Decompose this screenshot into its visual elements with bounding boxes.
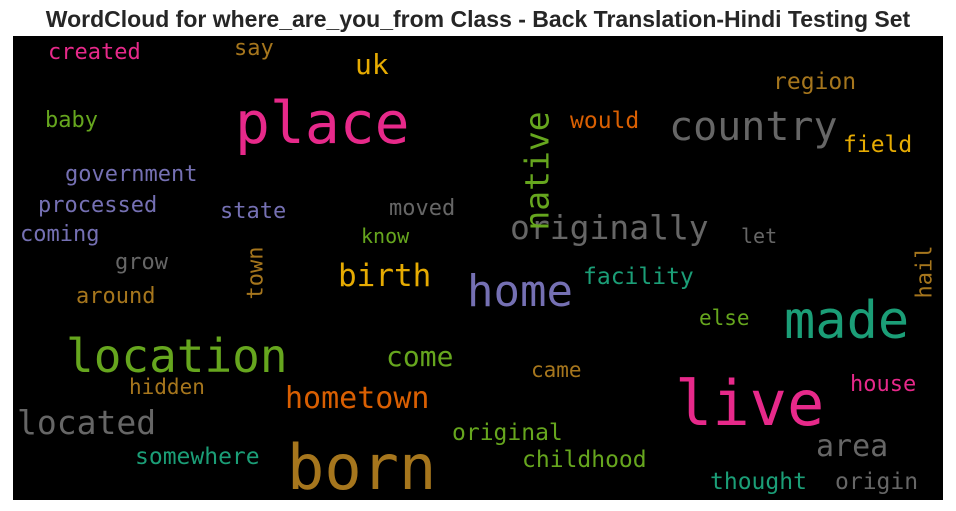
word-moved: moved xyxy=(389,196,455,221)
word-state: state xyxy=(220,199,286,224)
word-around: around xyxy=(76,284,155,309)
word-located: located xyxy=(17,403,156,442)
word-region: region xyxy=(773,69,856,95)
word-government: government xyxy=(65,162,197,187)
word-uk: uk xyxy=(355,48,389,81)
word-facility: facility xyxy=(583,264,694,290)
word-birth: birth xyxy=(338,258,431,294)
word-processed: processed xyxy=(38,193,157,218)
word-born: born xyxy=(287,431,436,500)
word-origin: origin xyxy=(835,469,918,495)
word-know: know xyxy=(361,224,410,248)
word-made: made xyxy=(784,291,909,351)
word-let: let xyxy=(741,224,777,248)
word-created: created xyxy=(48,40,141,65)
word-somewhere: somewhere xyxy=(135,444,260,470)
chart-title: WordCloud for where_are_you_from Class -… xyxy=(45,6,911,32)
word-come: come xyxy=(386,340,453,373)
word-country: country xyxy=(669,104,838,150)
word-hometown: hometown xyxy=(285,381,430,416)
word-area: area xyxy=(816,429,888,464)
word-field: field xyxy=(843,132,912,158)
word-originally: originally xyxy=(510,208,709,247)
word-hail: hail xyxy=(913,246,938,299)
word-childhood: childhood xyxy=(522,447,647,473)
word-say: say xyxy=(234,36,274,61)
cloud-background xyxy=(13,36,943,500)
word-hidden: hidden xyxy=(129,375,205,399)
word-home: home xyxy=(467,266,573,317)
word-baby: baby xyxy=(45,108,98,133)
word-grow: grow xyxy=(115,250,169,275)
word-original: original xyxy=(452,420,563,446)
word-town: town xyxy=(244,247,269,300)
word-place: place xyxy=(235,89,410,157)
word-cloud: born place live made location home country orig… xyxy=(13,36,943,500)
word-live: live xyxy=(675,367,824,440)
word-thought: thought xyxy=(710,469,807,495)
word-house: house xyxy=(850,372,916,397)
word-group: born place live made location home country orig… xyxy=(17,36,938,500)
word-else: else xyxy=(699,306,750,330)
word-native: native xyxy=(518,111,557,230)
word-location: location xyxy=(66,329,288,383)
word-would: would xyxy=(570,108,639,134)
word-came: came xyxy=(531,358,582,382)
word-coming: coming xyxy=(20,222,99,247)
